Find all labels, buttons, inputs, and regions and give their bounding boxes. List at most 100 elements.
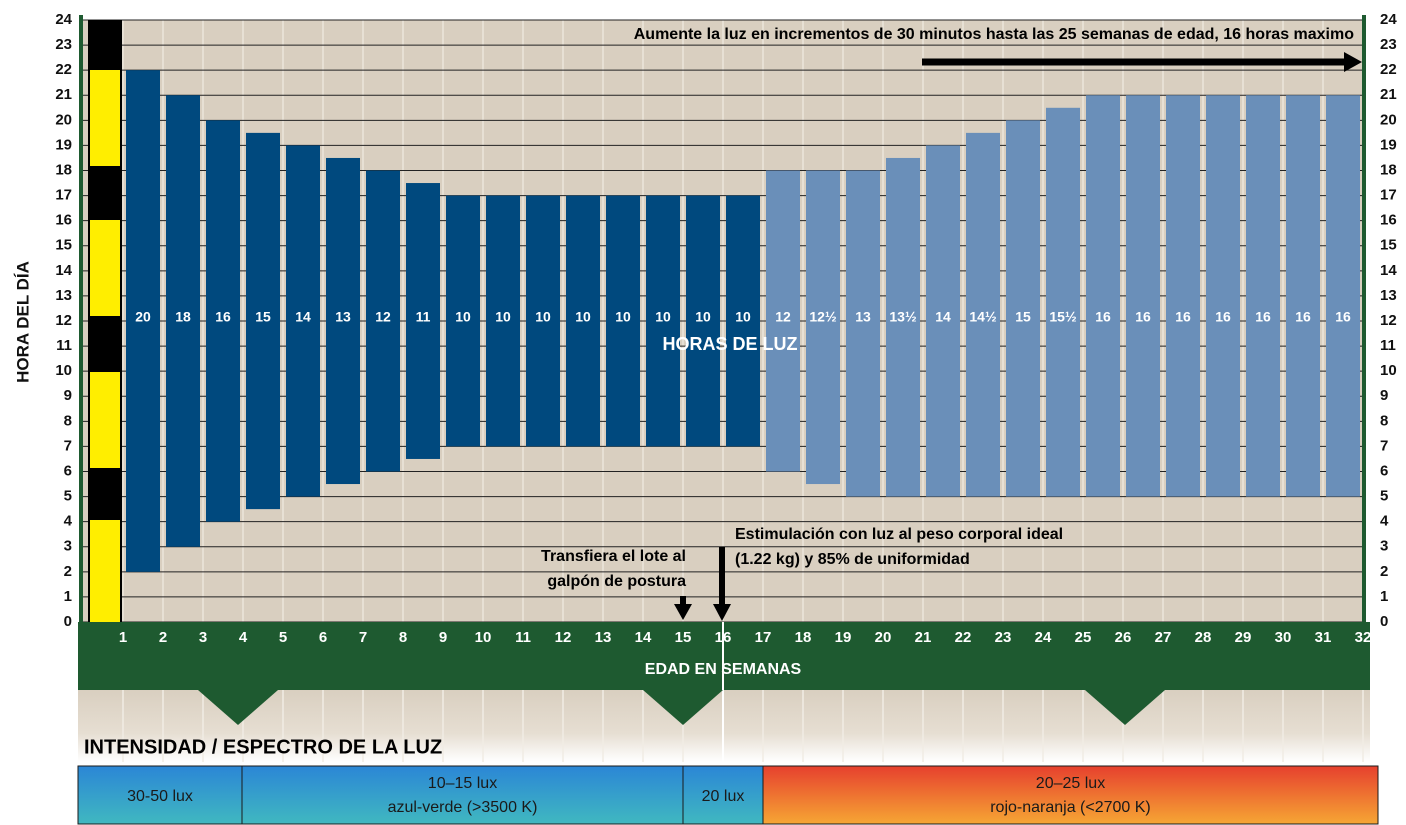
hours-label: 16 [1295,309,1311,325]
y-tick-label: 9 [64,387,72,404]
intensity-title: INTENSIDAD / ESPECTRO DE LA LUZ [84,736,442,758]
intensity-label: 20–25 lux [1036,775,1105,792]
bar [646,195,680,447]
hours-label: 14 [935,309,951,325]
bar [1286,95,1320,497]
intensity-label: 30-50 lux [127,788,193,805]
bar [846,170,880,497]
annotation: Transfiera el lote al [541,548,686,565]
y-tick-label: 24 [1380,11,1397,28]
x-tick-label: 3 [199,629,207,646]
x-tick-label: 29 [1235,629,1252,646]
x-tick-label: 19 [835,629,852,646]
hours-label: 10 [575,309,591,325]
hours-label: 16 [1135,309,1151,325]
x-tick-label: 13 [595,629,612,646]
y-tick-label: 24 [55,11,72,28]
x-tick-label: 9 [439,629,447,646]
hours-label: 16 [1255,309,1271,325]
y-tick-label: 12 [55,312,72,329]
bar [446,195,480,447]
y-tick-label: 23 [55,36,72,53]
hours-label: 15 [255,309,271,325]
hours-label: 10 [615,309,631,325]
x-tick-label: 25 [1075,629,1092,646]
x-tick-label: 5 [279,629,287,646]
y-tick-label: 18 [1380,161,1397,178]
x-tick-label: 7 [359,629,367,646]
y-tick-label: 22 [1380,61,1397,78]
y-tick-label: 13 [1380,287,1397,304]
x-tick-label: 4 [239,629,248,646]
bar [1126,95,1160,497]
intensity-label: azul-verde (>3500 K) [388,799,538,816]
annotation: Estimulación con luz al peso corporal id… [735,526,1063,543]
y-tick-label: 11 [56,337,72,354]
hours-label: 20 [135,309,151,325]
y-tick-label: 23 [1380,36,1397,53]
bar [726,195,760,447]
y-tick-label: 1 [64,588,72,605]
x-tick-label: 1 [119,629,127,646]
y-tick-label: 1 [1380,588,1388,605]
y-tick-label: 3 [1380,538,1388,555]
hours-label: 15 [1015,309,1031,325]
x-tick-label: 17 [755,629,772,646]
bar [166,95,200,547]
y-tick-label: 2 [64,563,72,580]
y-tick-label: 15 [55,237,72,254]
y-tick-label: 15 [1380,237,1397,254]
x-tick-label: 11 [515,629,531,646]
y-tick-label: 14 [55,262,72,279]
hours-label: 13 [855,309,871,325]
bar [1166,95,1200,497]
intensity-segment [241,765,684,825]
x-tick-label: 10 [475,629,492,646]
bar [326,157,360,485]
y-tick-label: 16 [1380,212,1397,229]
x-tick-label: 6 [319,629,327,646]
hours-label: 12½ [809,309,837,325]
x-tick-label: 26 [1115,629,1132,646]
y-tick-label: 21 [55,86,72,103]
y-tick-label: 10 [1380,362,1397,379]
hours-label: 10 [455,309,471,325]
bar [566,195,600,447]
y-tick-label: 8 [1380,412,1388,429]
x-tick-label: 16 [715,629,732,646]
right-axis [1362,15,1366,622]
bar [806,170,840,485]
bar [246,132,280,510]
x-tick-label: 28 [1195,629,1212,646]
down-arrow [643,690,723,725]
annotation: HORAS DE LUZ [663,334,798,354]
y-tick-label: 0 [1380,613,1388,630]
y-tick-label: 17 [55,187,72,204]
y-tick-label: 0 [64,613,72,630]
bar [1206,95,1240,497]
intensity-segment [682,765,764,825]
x-tick-label: 31 [1315,629,1332,646]
bar [486,195,520,447]
x-tick-label: 14 [635,629,652,646]
intensity-segment [762,765,1379,825]
y-tick-label: 10 [55,362,72,379]
x-tick-label: 23 [995,629,1012,646]
y-tick-label: 13 [55,287,72,304]
hours-label: 16 [1095,309,1111,325]
left-axis [79,15,83,622]
y-axis-title: HORA DEL DÍA [13,261,32,383]
x-tick-label: 21 [915,629,932,646]
hours-label: 11 [416,309,431,325]
y-tick-label: 4 [1380,513,1389,530]
x-tick-label: 30 [1275,629,1292,646]
y-tick-label: 19 [1380,136,1397,153]
y-tick-label: 5 [64,488,72,505]
y-tick-label: 6 [1380,462,1388,479]
hours-label: 14½ [969,309,997,325]
hours-label: 10 [735,309,751,325]
y-tick-label: 7 [64,437,72,454]
x-tick-label: 2 [159,629,167,646]
bar [1246,95,1280,497]
